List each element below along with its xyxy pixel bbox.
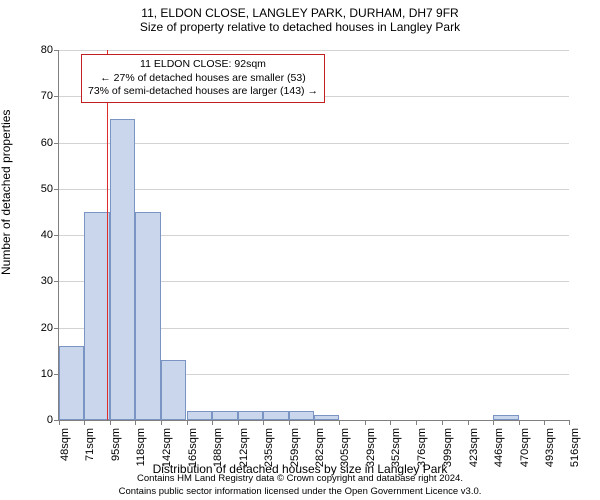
x-tick <box>569 420 570 425</box>
x-tick <box>544 420 545 425</box>
x-tick <box>365 420 366 425</box>
x-tick <box>493 420 494 425</box>
y-tick-label: 20 <box>29 322 53 334</box>
marker-info-box: 11 ELDON CLOSE: 92sqm ← 27% of detached … <box>81 54 325 103</box>
histogram-bar <box>135 212 161 420</box>
histogram-bar <box>110 119 135 420</box>
x-tick <box>468 420 469 425</box>
histogram-bar <box>161 360 186 420</box>
x-tick <box>289 420 290 425</box>
y-tick-label: 10 <box>29 368 53 380</box>
infobox-line3: 73% of semi-detached houses are larger (… <box>88 85 318 99</box>
histogram-bar <box>238 411 263 420</box>
x-tick <box>84 420 85 425</box>
footer-attribution: Contains HM Land Registry data © Crown c… <box>0 473 600 498</box>
y-tick-label: 0 <box>29 414 53 426</box>
address-line: 11, ELDON CLOSE, LANGLEY PARK, DURHAM, D… <box>0 6 600 20</box>
x-tick <box>187 420 188 425</box>
subtitle-line: Size of property relative to detached ho… <box>0 20 600 34</box>
y-tick-label: 50 <box>29 183 53 195</box>
x-tick <box>442 420 443 425</box>
x-tick <box>416 420 417 425</box>
gridline <box>59 189 569 190</box>
footer-line1: Contains HM Land Registry data © Crown c… <box>0 473 600 485</box>
y-tick <box>54 189 59 190</box>
y-tick-label: 60 <box>29 137 53 149</box>
y-tick-label: 80 <box>29 44 53 56</box>
x-tick <box>212 420 213 425</box>
x-tick <box>135 420 136 425</box>
gridline <box>59 50 569 51</box>
gridline <box>59 143 569 144</box>
x-tick <box>238 420 239 425</box>
histogram-bar <box>314 415 339 420</box>
infobox-line2: ← 27% of detached houses are smaller (53… <box>88 72 318 86</box>
x-tick <box>110 420 111 425</box>
x-tick <box>161 420 162 425</box>
histogram-bar <box>187 411 212 420</box>
x-tick <box>314 420 315 425</box>
y-tick <box>54 96 59 97</box>
y-tick <box>54 50 59 51</box>
histogram-bar <box>493 415 519 420</box>
infobox-line1: 11 ELDON CLOSE: 92sqm <box>88 58 318 72</box>
y-tick-label: 30 <box>29 275 53 287</box>
y-axis-label: Number of detached properties <box>0 110 13 275</box>
y-tick <box>54 328 59 329</box>
y-tick <box>54 235 59 236</box>
y-tick-label: 40 <box>29 229 53 241</box>
histogram-bar <box>212 411 238 420</box>
chart-titles: 11, ELDON CLOSE, LANGLEY PARK, DURHAM, D… <box>0 0 600 34</box>
chart-plot-area: 11 ELDON CLOSE: 92sqm ← 27% of detached … <box>58 50 569 421</box>
histogram-bar <box>289 411 314 420</box>
y-tick <box>54 143 59 144</box>
x-tick <box>339 420 340 425</box>
histogram-bar <box>59 346 84 420</box>
x-tick <box>390 420 391 425</box>
y-tick <box>54 281 59 282</box>
histogram-bar <box>263 411 289 420</box>
reference-marker-line <box>107 50 108 420</box>
footer-line2: Contains public sector information licen… <box>0 486 600 498</box>
x-tick <box>59 420 60 425</box>
x-tick <box>519 420 520 425</box>
y-tick-label: 70 <box>29 90 53 102</box>
x-tick <box>263 420 264 425</box>
